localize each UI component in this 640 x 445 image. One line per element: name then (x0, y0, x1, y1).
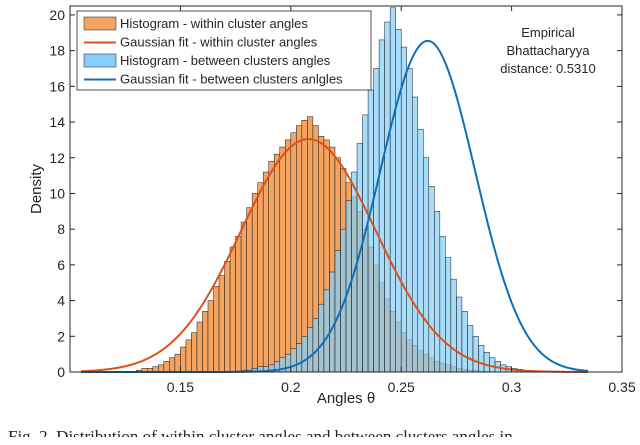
y-tick-label: 2 (57, 328, 65, 344)
histogram-bar (478, 344, 485, 373)
histogram-bar (268, 161, 275, 373)
histogram-bar (301, 336, 308, 373)
histogram-bar (207, 300, 214, 373)
histogram-bar (395, 28, 402, 373)
histogram-bar (312, 318, 319, 373)
x-tick-label: 0.35 (608, 379, 635, 395)
histogram-bar (400, 46, 407, 373)
x-tick-label: 0.3 (502, 379, 522, 395)
y-tick-label: 4 (57, 293, 65, 309)
histogram-bar (378, 39, 385, 373)
histogram-bar (428, 186, 435, 373)
y-axis-label: Density (28, 163, 45, 214)
x-tick-label: 0.25 (388, 379, 415, 395)
histogram-bar (423, 157, 430, 373)
histogram-bar (285, 139, 292, 373)
histogram-bar (191, 332, 198, 373)
histogram-bar (174, 353, 181, 373)
histogram-chart: 0.15 0.2 0.25 0.3 0.35 0 2 4 6 8 10 12 14 16 18 20 Ang… (28, 5, 636, 407)
histogram-bar (296, 125, 303, 373)
histogram-bar (290, 132, 297, 373)
annotation-line-1: Empirical (521, 25, 575, 40)
histogram-bar (389, 7, 396, 373)
legend-label: Histogram - between clusters angles (120, 53, 331, 68)
histogram-bar (185, 339, 192, 373)
histogram-bar (384, 21, 391, 373)
histogram-bar (290, 348, 297, 373)
histogram-bar (406, 68, 413, 373)
legend-label: Histogram - within cluster angles (120, 16, 308, 31)
y-tick-label: 0 (57, 364, 65, 380)
histogram-bar (196, 321, 203, 373)
histogram-bar (169, 357, 176, 373)
histogram-bar (285, 353, 292, 373)
legend-swatch-histogram (83, 16, 117, 31)
histogram-bar (411, 96, 419, 373)
y-tick-label: 10 (49, 185, 65, 201)
legend: Histogram - within cluster angles Gaussia… (76, 10, 372, 91)
x-axis-label: Angles θ (317, 390, 375, 407)
histogram-bar (279, 146, 286, 373)
y-tick-label: 16 (49, 78, 65, 94)
histogram-bar (489, 357, 496, 373)
histogram-bar (229, 246, 236, 373)
x-axis-ticks: 0.15 0.2 0.25 0.3 0.35 (167, 6, 636, 395)
histogram-bar (450, 278, 457, 373)
legend-label: Gaussian fit - between clusters anlgles (120, 72, 343, 87)
annotation-line-3: distance: 0.5310 (500, 61, 595, 76)
y-tick-label: 20 (49, 7, 65, 23)
histogram-bar (158, 364, 165, 373)
histogram-bar (307, 327, 314, 373)
x-tick-label: 0.2 (281, 379, 301, 395)
histogram-bar (180, 346, 187, 373)
histogram-bar (213, 286, 220, 373)
histogram-bar (367, 89, 374, 373)
within-cluster-gaussian-curve (81, 138, 589, 373)
histogram-bar (163, 361, 170, 373)
legend-swatch-histogram (83, 53, 117, 68)
histogram-bar (251, 193, 258, 373)
histogram-bar (373, 68, 380, 373)
annotation-line-2: Bhattacharyya (506, 43, 590, 58)
figure-caption: Fig. 2. Distribution of within cluster a… (8, 427, 513, 437)
histogram-bar (323, 289, 330, 373)
y-tick-label: 18 (49, 43, 65, 59)
histogram-bar (456, 296, 463, 373)
histogram-bar (472, 336, 479, 373)
histogram-bar (439, 236, 446, 373)
histogram-bar (296, 343, 303, 373)
histogram-bar (202, 311, 209, 373)
legend-box (76, 10, 372, 91)
legend-label: Gaussian fit - within cluster angles (120, 35, 318, 50)
y-tick-label: 8 (57, 221, 65, 237)
histogram-bar (301, 120, 308, 373)
histogram-bar (318, 303, 325, 373)
histogram-bar (483, 352, 490, 373)
plot-frame (69, 5, 623, 373)
histogram-bar (417, 128, 424, 373)
histogram-bar (235, 236, 242, 373)
y-tick-label: 6 (57, 257, 65, 273)
y-tick-label: 14 (49, 114, 65, 130)
histogram-bar (434, 211, 441, 373)
bhattacharyya-annotation: Empirical Bhattacharyya distance: 0.5310 (500, 25, 595, 76)
histogram-bar (262, 171, 269, 373)
histogram-bar (461, 311, 468, 373)
histogram-bar (240, 221, 247, 373)
y-tick-label: 12 (49, 150, 65, 166)
histogram-bar (273, 153, 281, 373)
histogram-bar (246, 207, 253, 373)
x-tick-label: 0.15 (167, 379, 194, 395)
histogram-bar (467, 325, 474, 373)
histogram-bar (218, 275, 225, 373)
y-axis-ticks: 0 2 4 6 8 10 12 14 16 18 20 (49, 7, 622, 380)
histogram-bar (224, 261, 231, 373)
histogram-bar (257, 182, 264, 373)
histogram-bar (445, 257, 452, 373)
histogram-bar (329, 271, 336, 373)
